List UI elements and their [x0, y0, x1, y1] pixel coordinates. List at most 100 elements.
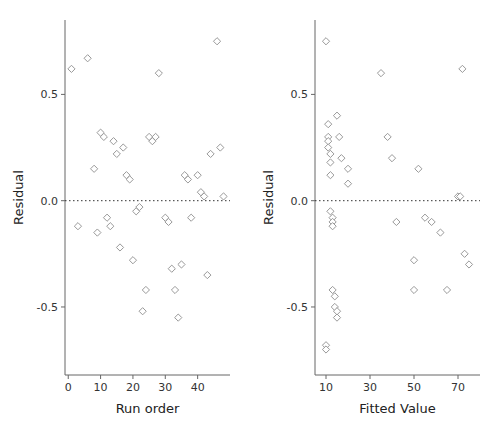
x-tick-label: 10 [319, 381, 333, 394]
x-axis-line [315, 375, 480, 376]
panel: 10 30 50 70 -0.5 0.0 0.5 Fitted Value Residual [261, 20, 480, 416]
x-tick-label: 0 [65, 381, 72, 394]
reference-line [315, 200, 480, 201]
x-tick-label: 50 [407, 381, 421, 394]
point [410, 286, 417, 293]
point [126, 176, 133, 183]
figure: 010203040-0.50.00.5Run orderResidual1030… [0, 0, 500, 440]
point [204, 271, 211, 278]
x-tick [326, 375, 327, 379]
point [428, 218, 435, 225]
point [336, 133, 343, 140]
y-tick [311, 200, 315, 201]
point [110, 138, 117, 145]
x-tick [414, 375, 415, 379]
point [393, 218, 400, 225]
x-tick [100, 375, 101, 379]
point [327, 172, 334, 179]
x-tick [68, 375, 69, 379]
point [220, 193, 227, 200]
point [333, 314, 340, 321]
y-tick [61, 200, 65, 201]
point [129, 257, 136, 264]
y-tick [61, 306, 65, 307]
reference-line [65, 200, 230, 201]
plot-area [315, 38, 480, 353]
point [344, 180, 351, 187]
point [338, 155, 345, 162]
panel: 010203040-0.50.00.5Run orderResidual [11, 20, 230, 416]
y-axis-line [65, 20, 66, 375]
x-tick-label: 30 [158, 381, 172, 394]
x-tick-label: 10 [94, 381, 108, 394]
point [329, 223, 336, 230]
point [325, 121, 332, 128]
x-tick [132, 375, 133, 379]
point [113, 150, 120, 157]
point [461, 250, 468, 257]
point [184, 176, 191, 183]
point [142, 286, 149, 293]
y-tick [311, 306, 315, 307]
point [415, 165, 422, 172]
point [103, 214, 110, 221]
point [168, 265, 175, 272]
y-tick-label: 0.0 [291, 195, 309, 208]
point [171, 286, 178, 293]
point [421, 214, 428, 221]
y-tick [311, 94, 315, 95]
point [377, 70, 384, 77]
point [459, 65, 466, 72]
point [437, 229, 444, 236]
point [207, 150, 214, 157]
point [155, 70, 162, 77]
point [465, 261, 472, 268]
y-tick [61, 94, 65, 95]
x-axis-line [65, 375, 230, 376]
point [344, 165, 351, 172]
y-tick-label: 0.5 [291, 88, 309, 101]
point [213, 38, 220, 45]
point [384, 133, 391, 140]
x-axis-label: Fitted Value [359, 401, 435, 416]
point [201, 193, 208, 200]
point [136, 203, 143, 210]
x-tick-label: 70 [451, 381, 465, 394]
point [100, 133, 107, 140]
point [175, 314, 182, 321]
x-tick-label: 40 [191, 381, 205, 394]
x-tick-label: 30 [363, 381, 377, 394]
y-tick-label: -0.5 [287, 301, 308, 314]
point [68, 65, 75, 72]
y-tick-label: 0.0 [41, 195, 59, 208]
point [91, 165, 98, 172]
point [322, 346, 329, 353]
point [116, 244, 123, 251]
point [410, 257, 417, 264]
point [217, 144, 224, 151]
point [188, 214, 195, 221]
point [443, 286, 450, 293]
x-tick [458, 375, 459, 379]
point [194, 172, 201, 179]
y-axis-label: Residual [11, 170, 26, 225]
point [165, 218, 172, 225]
point [322, 38, 329, 45]
point [457, 193, 464, 200]
point [327, 159, 334, 166]
y-axis-line [315, 20, 316, 375]
point [74, 223, 81, 230]
y-axis-label: Residual [261, 170, 276, 225]
y-tick-label: 0.5 [41, 88, 59, 101]
point [107, 223, 114, 230]
y-tick-label: -0.5 [37, 301, 58, 314]
point [331, 293, 338, 300]
x-tick-label: 20 [126, 381, 140, 394]
point [139, 308, 146, 315]
point [120, 144, 127, 151]
x-tick [197, 375, 198, 379]
point [94, 229, 101, 236]
point [327, 150, 334, 157]
x-tick [165, 375, 166, 379]
point [178, 261, 185, 268]
